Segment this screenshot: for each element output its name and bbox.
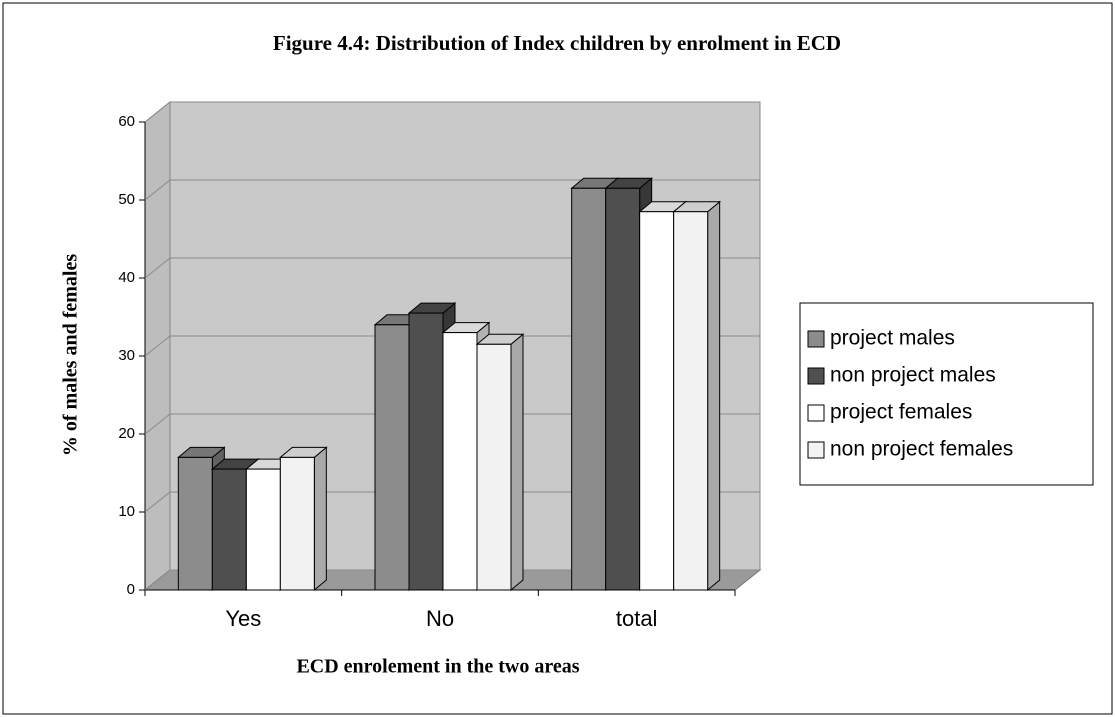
grid-line [144, 257, 760, 279]
bar [211, 468, 247, 591]
bar [442, 332, 478, 591]
x-tick-label: Yes [225, 606, 261, 631]
legend-swatch [807, 441, 825, 459]
bar [476, 343, 512, 591]
grid-line [144, 569, 760, 591]
legend-label: non project males [830, 364, 996, 387]
legend-label: project females [830, 401, 972, 424]
y-tick-label: 20 [118, 425, 135, 442]
bar-side [510, 333, 524, 592]
bar [279, 456, 315, 591]
bar [374, 324, 410, 591]
legend-label: project males [830, 327, 955, 350]
legend-swatch [807, 367, 825, 385]
bar-side [313, 446, 327, 592]
legend-box [799, 302, 1094, 486]
y-tick-label: 10 [118, 503, 135, 520]
x-tick-label: No [426, 606, 454, 631]
bar [639, 211, 675, 591]
bar [605, 187, 641, 591]
legend-swatch [807, 404, 825, 422]
grid-line [144, 101, 760, 123]
y-tick-label: 60 [118, 113, 135, 130]
bar [408, 312, 444, 591]
bar [245, 468, 281, 591]
x-axis-title: ECD enrolement in the two areas [296, 656, 579, 678]
y-axis-title: % of males and females [60, 254, 82, 456]
bar [673, 211, 709, 591]
x-tick-label: total [616, 606, 658, 631]
grid-line [144, 179, 760, 201]
grid-line [144, 335, 760, 357]
y-tick-label: 30 [118, 347, 135, 364]
grid-line [144, 413, 760, 435]
grid-line [144, 491, 760, 513]
y-tick-label: 0 [127, 581, 135, 598]
legend-swatch [807, 330, 825, 348]
chart-title: Figure 4.4: Distribution of Index childr… [273, 31, 841, 55]
y-tick-label: 40 [118, 269, 135, 286]
bar [177, 456, 213, 591]
legend-label: non project females [830, 438, 1013, 461]
bar [571, 187, 607, 591]
bar-side [707, 200, 721, 592]
y-tick-label: 50 [118, 191, 135, 208]
